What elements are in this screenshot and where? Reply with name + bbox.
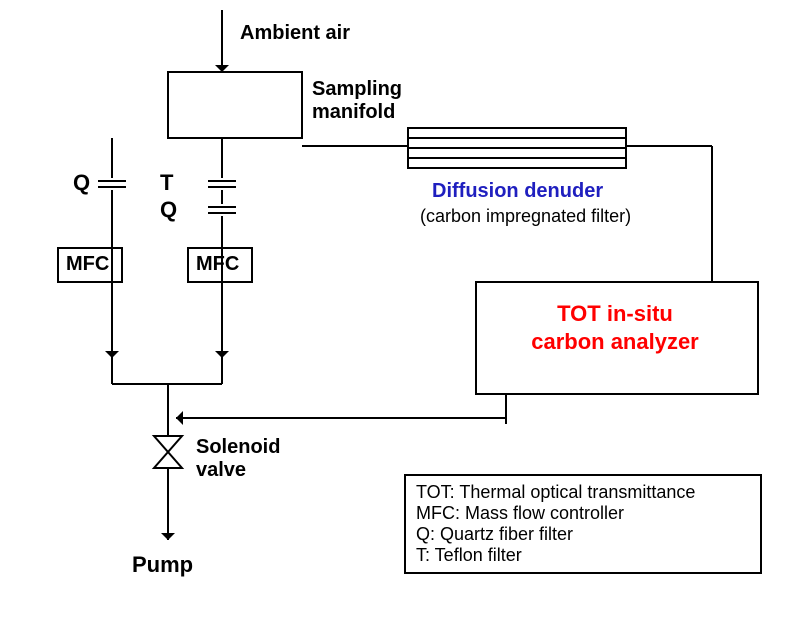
diffusion-denuder-label: Diffusion denuder — [432, 180, 603, 203]
q-right-label: Q — [160, 197, 177, 223]
t-right-label: T — [160, 170, 173, 196]
solenoid-l1: Solenoid — [196, 436, 280, 458]
pump-label: Pump — [132, 552, 193, 578]
ambient-air-label: Ambient air — [240, 22, 350, 45]
tot-l1: TOT in-situ — [557, 301, 673, 326]
tot-analyzer-label: TOT in-situ carbon analyzer — [510, 300, 720, 355]
sampling-manifold-label: Sampling manifold — [312, 78, 402, 124]
sampling-manifold-l1: Sampling — [312, 78, 402, 100]
denuder-sub-label: (carbon impregnated filter) — [420, 206, 631, 227]
mfc-left-label: MFC — [66, 253, 109, 276]
solenoid-l2: valve — [196, 459, 246, 481]
legend-line-4: T: Teflon filter — [416, 545, 750, 566]
legend-line-2: MFC: Mass flow controller — [416, 503, 750, 524]
mfc-right-label: MFC — [196, 253, 239, 276]
legend-box: TOT: Thermal optical transmittance MFC: … — [404, 474, 762, 574]
legend-line-1: TOT: Thermal optical transmittance — [416, 482, 750, 503]
sampling-manifold-l2: manifold — [312, 101, 395, 123]
q-left-label: Q — [73, 170, 90, 196]
legend-line-3: Q: Quartz fiber filter — [416, 524, 750, 545]
solenoid-valve-label: Solenoid valve — [196, 436, 280, 482]
tot-l2: carbon analyzer — [531, 329, 699, 354]
